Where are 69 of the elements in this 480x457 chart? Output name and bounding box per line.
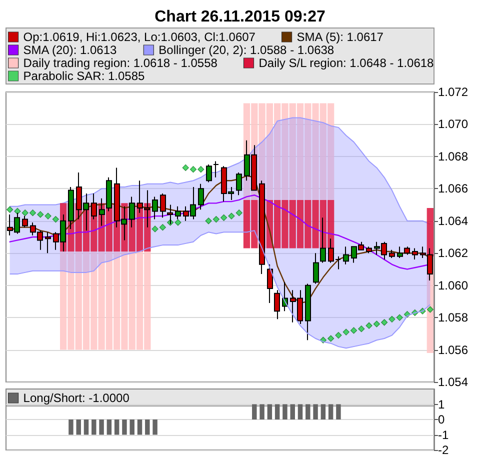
point <box>182 164 189 172</box>
point <box>220 214 228 221</box>
point <box>152 226 158 232</box>
candlestick <box>213 160 219 178</box>
point <box>159 224 166 231</box>
candlestick <box>152 196 158 220</box>
chart-title: Chart 26.11.2015 09:27 <box>154 8 326 26</box>
point <box>14 208 21 215</box>
y-tick-label: 1.056 <box>438 342 468 357</box>
candlestick <box>198 183 204 210</box>
y-tick-label: -2 <box>438 443 449 457</box>
point <box>6 206 14 213</box>
legend-label: Long/Short: -1.0000 <box>23 391 130 405</box>
point <box>426 306 434 313</box>
point <box>37 211 44 218</box>
line-series <box>9 230 431 349</box>
candlestick <box>412 248 418 260</box>
bar <box>426 208 434 256</box>
point <box>342 328 350 336</box>
candlestick <box>274 290 280 320</box>
y-tick-label: 1.060 <box>438 278 468 292</box>
point <box>328 335 334 342</box>
point <box>44 212 52 220</box>
legend-label: Parabolic SAR: 1.0585 <box>23 69 146 83</box>
point <box>212 216 220 223</box>
point <box>358 326 365 332</box>
point <box>388 316 396 322</box>
y-tick-label: 0 <box>438 412 445 426</box>
point <box>366 322 372 329</box>
legend-label: SMA (5): 1.0617 <box>296 30 384 44</box>
point <box>236 210 242 216</box>
point <box>396 314 403 321</box>
point <box>174 219 182 226</box>
y-tick-label: 1.054 <box>438 375 468 389</box>
y-tick-label: 1 <box>438 397 445 412</box>
candlestick <box>236 172 242 196</box>
candlestick <box>160 193 166 218</box>
y-tick-label: 1.070 <box>438 117 468 132</box>
candlestick <box>305 283 311 341</box>
candlestick <box>366 246 372 254</box>
legend-label: Daily trading region: 1.0618 - 1.0558 <box>23 56 218 70</box>
candlestick <box>389 249 395 258</box>
candlestick <box>343 246 349 265</box>
point <box>373 320 380 328</box>
candlestick <box>45 232 51 254</box>
point <box>350 327 358 334</box>
point <box>205 218 212 224</box>
y-tick-label: 1.062 <box>438 246 468 260</box>
point <box>52 216 59 223</box>
y-tick-label: 1.072 <box>438 85 468 99</box>
candlestick <box>206 164 212 183</box>
y-tick-label: 1.068 <box>438 149 468 164</box>
point <box>228 212 235 220</box>
point <box>381 319 388 326</box>
y-tick-label: 1.058 <box>438 310 468 325</box>
candlestick <box>313 252 319 284</box>
y-tick-label: -1 <box>438 428 449 442</box>
legend-label: Op:1.0619, Hi:1.0623, Lo:1.0603, Cl:1.0607 <box>23 30 256 44</box>
legend-label: Bollinger (20, 2): 1.0588 - 1.0638 <box>158 43 334 57</box>
point <box>190 166 197 173</box>
point <box>335 332 342 339</box>
legend-label: SMA (20): 1.0613 <box>23 43 118 57</box>
candlestick <box>267 264 273 304</box>
y-tick-label: 1.066 <box>438 182 468 196</box>
point <box>198 166 204 173</box>
y-tick-label: 1.064 <box>438 214 468 228</box>
point <box>29 210 36 216</box>
point <box>22 210 28 216</box>
legend-label: Daily S/L region: 1.0648 - 1.0618 <box>258 56 434 70</box>
